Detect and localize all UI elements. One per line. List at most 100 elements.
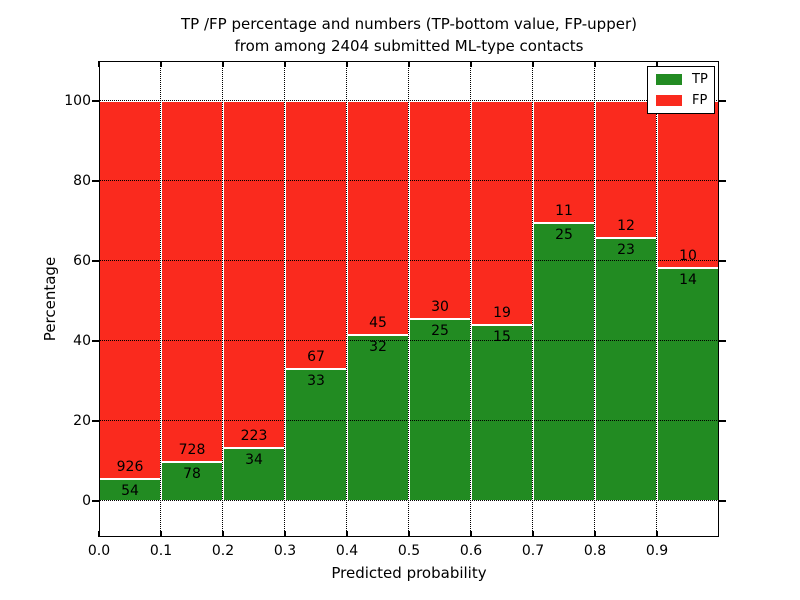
plot-area: 926 54 728 78 223 34 67 33 45 32 30 25 19 15 11 25 12 23 1… <box>92 61 726 537</box>
x-tick-top <box>160 61 162 67</box>
fp-count-label: 10 <box>679 247 697 264</box>
fp-count-label: 67 <box>307 349 325 365</box>
fp-count-label: 19 <box>493 304 511 321</box>
tp-count-label: 34 <box>245 452 263 469</box>
x-tick-top <box>470 61 472 67</box>
legend-entry-fp: FP <box>648 94 714 107</box>
x-axis-label: Predicted probability <box>331 564 487 582</box>
x-tick-label: 0.5 <box>397 543 421 559</box>
chart-title-line2: from among 2404 submitted ML-type contac… <box>234 37 584 55</box>
tp-count-label: 78 <box>183 466 201 483</box>
vertical-gridline <box>656 61 658 537</box>
tp-count-label: 15 <box>493 328 511 345</box>
y-tick-right <box>719 260 726 262</box>
bar-segment-fp <box>285 101 347 369</box>
y-tick-left <box>92 260 99 262</box>
fp-count-label: 12 <box>617 218 635 235</box>
y-tick-right <box>719 500 726 502</box>
y-tick-right <box>719 180 726 182</box>
fp-count-label: 11 <box>555 203 573 220</box>
x-tick-bottom <box>594 531 596 537</box>
bar-segment-fp <box>409 101 471 320</box>
bar-segment-fp <box>161 101 223 463</box>
x-tick-label: 0.2 <box>211 543 235 559</box>
x-tick-bottom <box>656 531 658 537</box>
y-tick-label: 60 <box>73 253 91 269</box>
fp-count-label: 45 <box>369 314 387 331</box>
y-tick-right <box>719 100 726 102</box>
bar-segment-fp <box>223 101 285 449</box>
bar-segment-fp <box>595 101 657 239</box>
tp-count-label: 23 <box>617 242 635 259</box>
vertical-gridline <box>222 61 224 537</box>
bar-segment-tp <box>347 334 409 501</box>
x-tick-top <box>408 61 410 67</box>
vertical-gridline <box>532 61 534 537</box>
y-tick-label: 0 <box>82 493 91 509</box>
fp-count-label: 30 <box>431 299 449 316</box>
vertical-gridline <box>346 61 348 537</box>
chart-title-line1: TP /FP percentage and numbers (TP-bottom… <box>181 15 637 33</box>
y-tick-left <box>92 420 99 422</box>
x-tick-top <box>222 61 224 67</box>
fp-legend-swatch <box>656 95 682 106</box>
bar-segment-fp <box>533 101 595 224</box>
x-tick-bottom <box>470 531 472 537</box>
bar-segment-fp <box>471 101 533 325</box>
y-tick-right <box>719 340 726 342</box>
vertical-gridline <box>408 61 410 537</box>
x-tick-bottom <box>160 531 162 537</box>
x-tick-label: 0.4 <box>335 543 359 559</box>
y-tick-right <box>719 420 726 422</box>
bar-segment-fp <box>99 101 161 479</box>
x-tick-label: 0.0 <box>87 543 111 559</box>
y-tick-left <box>92 500 99 502</box>
legend: TP FP <box>647 66 715 114</box>
bar-segment-fp <box>347 101 409 335</box>
tp-count-label: 14 <box>679 271 697 288</box>
chart-title: TP /FP percentage and numbers (TP-bottom… <box>99 13 719 57</box>
tp-legend-swatch <box>656 74 682 85</box>
vertical-gridline <box>284 61 286 537</box>
bar-segment-tp <box>657 267 719 501</box>
x-tick-label: 0.1 <box>149 543 173 559</box>
legend-label-fp: FP <box>692 93 708 108</box>
vertical-gridline <box>470 61 472 537</box>
bar-segment-tp <box>595 238 657 501</box>
y-tick-label: 20 <box>73 413 91 429</box>
x-tick-top <box>346 61 348 67</box>
y-tick-left <box>92 340 99 342</box>
bar-segment-tp <box>471 324 533 501</box>
x-tick-top <box>284 61 286 67</box>
x-tick-bottom <box>284 531 286 537</box>
bar-segment-tp <box>409 319 471 501</box>
tp-count-label: 32 <box>369 338 387 355</box>
x-tick-bottom <box>532 531 534 537</box>
legend-entry-tp: TP <box>648 73 714 86</box>
y-tick-label: 100 <box>64 93 91 109</box>
x-tick-label: 0.8 <box>583 543 607 559</box>
fp-count-label: 223 <box>240 428 268 445</box>
x-tick-label: 0.9 <box>645 543 669 559</box>
tp-count-label: 33 <box>307 373 325 389</box>
bar-segment-tp <box>533 223 595 501</box>
tp-count-label: 25 <box>555 227 573 244</box>
x-tick-label: 0.7 <box>521 543 545 559</box>
x-tick-top <box>98 61 100 67</box>
y-tick-label: 80 <box>73 173 91 189</box>
vertical-gridline <box>594 61 596 537</box>
fp-count-label: 926 <box>116 458 144 475</box>
x-tick-top <box>656 61 658 67</box>
x-tick-bottom <box>346 531 348 537</box>
x-tick-top <box>594 61 596 67</box>
tp-count-label: 25 <box>431 323 449 340</box>
vertical-gridline <box>160 61 162 537</box>
y-tick-left <box>92 180 99 182</box>
tp-count-label: 54 <box>121 482 139 499</box>
x-tick-bottom <box>98 531 100 537</box>
legend-label-tp: TP <box>692 72 708 87</box>
x-tick-bottom <box>408 531 410 537</box>
x-tick-label: 0.3 <box>273 543 297 559</box>
bar-segment-fp <box>657 101 719 268</box>
